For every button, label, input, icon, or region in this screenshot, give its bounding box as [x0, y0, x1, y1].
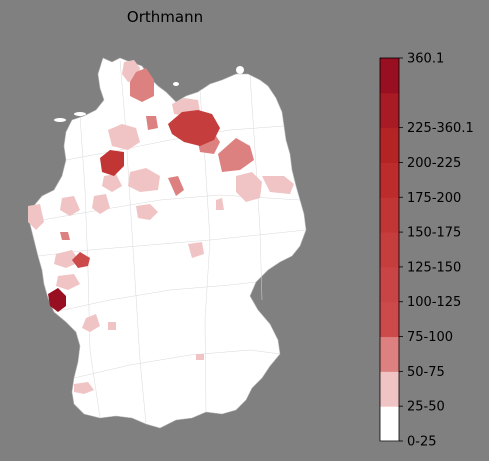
- legend-tick-label: 225-360.1: [407, 121, 474, 136]
- region: [92, 194, 110, 214]
- legend-tick-label: 100-125: [407, 295, 461, 310]
- legend-frame: [379, 57, 400, 442]
- region: [28, 204, 44, 230]
- legend-swatch: [380, 301, 399, 338]
- region: [72, 252, 90, 268]
- region: [236, 172, 262, 202]
- region: [218, 138, 254, 172]
- region: [102, 174, 122, 192]
- region: [56, 274, 80, 290]
- legend-swatch: [380, 58, 399, 94]
- legend-swatch: [380, 197, 399, 233]
- region: [262, 176, 294, 194]
- region: [108, 124, 140, 150]
- district-borders: [37, 59, 307, 425]
- islands: [54, 60, 244, 122]
- region: [74, 382, 94, 394]
- legend-swatch: [380, 336, 399, 372]
- region: [108, 322, 116, 330]
- legend-tick-label: 75-100: [407, 330, 453, 345]
- region: [216, 198, 224, 210]
- region: [100, 150, 124, 176]
- region: [60, 232, 70, 240]
- region: [136, 204, 158, 220]
- legend-swatch: [380, 127, 399, 163]
- legend-tick-label: 175-200: [407, 191, 461, 206]
- map-title: Orthmann: [126, 8, 204, 26]
- legend-swatch: [380, 406, 399, 442]
- legend-tick-label: 200-225: [407, 156, 461, 171]
- legend-swatch: [380, 371, 399, 407]
- legend-tick-label: 125-150: [407, 260, 461, 275]
- legend-tick-label: 0-25: [407, 435, 437, 450]
- region: [128, 168, 160, 192]
- region: [146, 116, 158, 130]
- region: [48, 288, 66, 312]
- region: [54, 250, 80, 268]
- region: [168, 110, 220, 146]
- region: [188, 242, 204, 258]
- legend-swatch: [380, 266, 399, 303]
- region-layer: [28, 60, 294, 394]
- legend-tick-label: 25-50: [407, 400, 445, 415]
- legend-swatch: [380, 162, 399, 198]
- legend-swatch: [380, 232, 399, 268]
- legend-tick-label: 50-75: [407, 365, 445, 380]
- legend-tick-label: 150-175: [407, 226, 461, 241]
- legend-top-label: 360.1: [407, 52, 444, 67]
- legend-swatch: [380, 92, 399, 129]
- region: [130, 68, 154, 102]
- region: [82, 314, 100, 332]
- region: [60, 196, 80, 216]
- region: [196, 354, 204, 360]
- region: [168, 176, 184, 196]
